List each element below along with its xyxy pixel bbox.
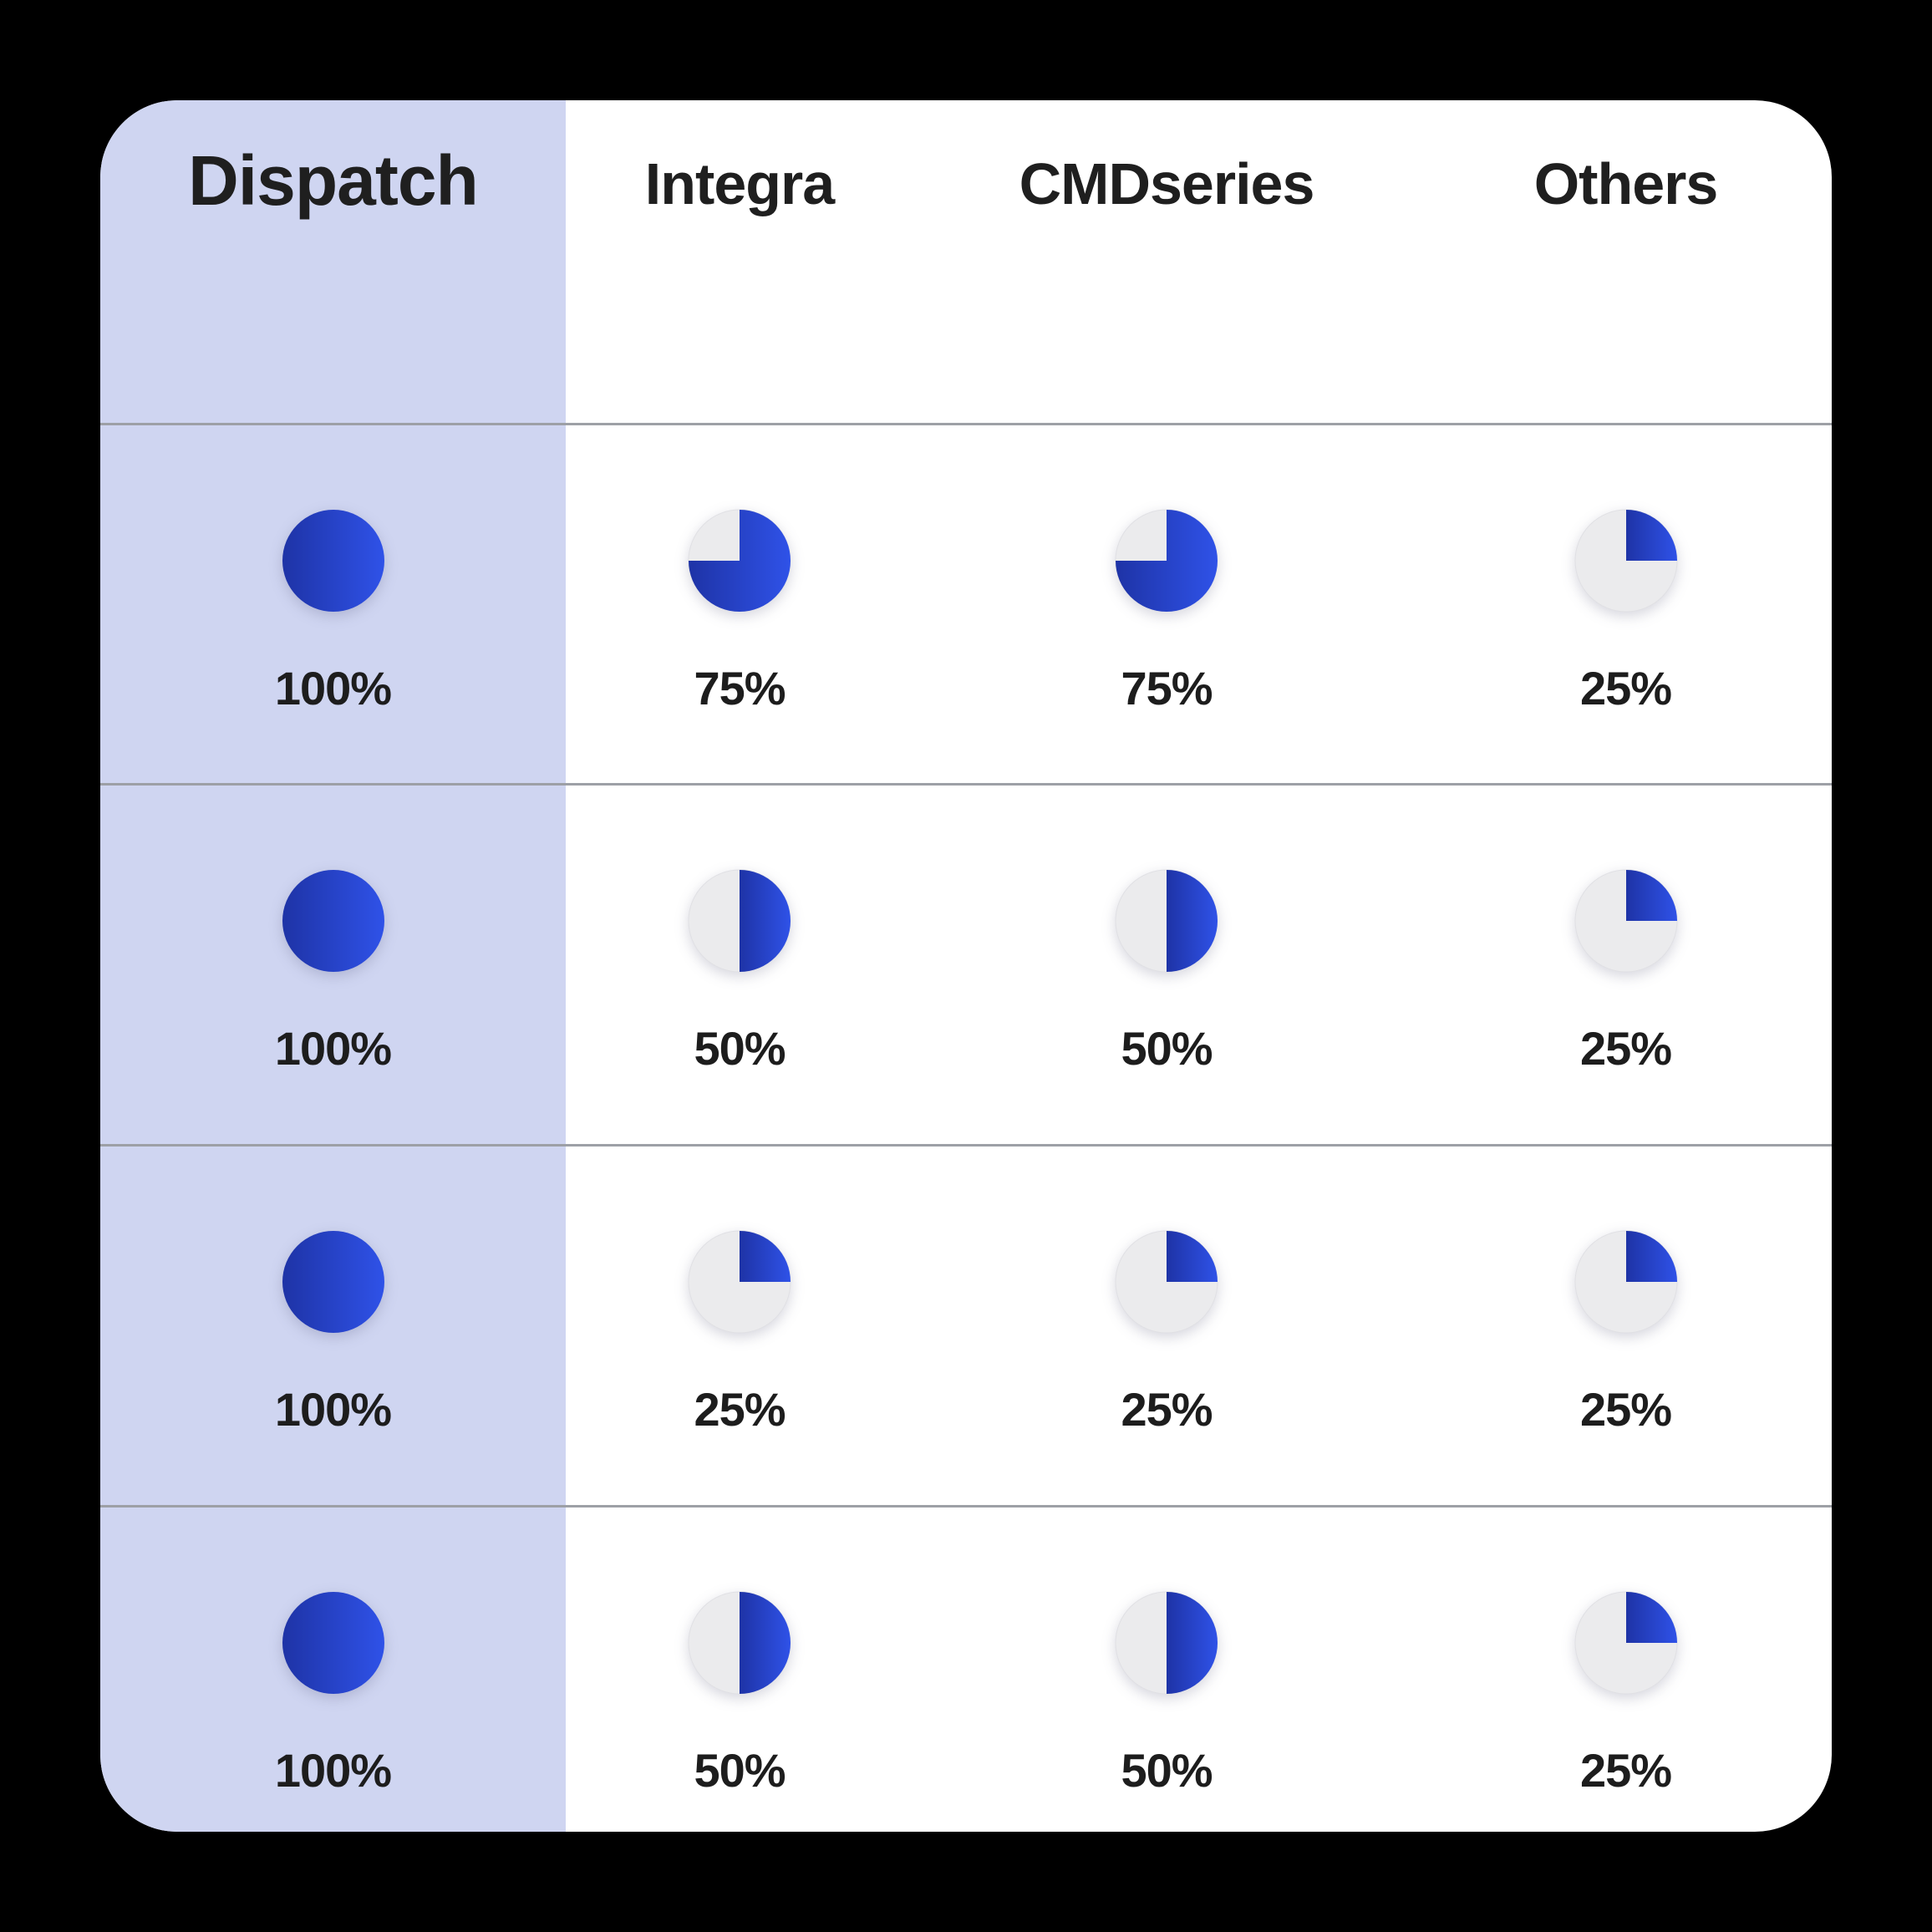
percent-label: 50% bbox=[1121, 1022, 1213, 1075]
pie-chart-25-icon bbox=[1574, 869, 1678, 973]
percent-label: 25% bbox=[694, 1383, 786, 1436]
pie-cell-dispatch-row2: 100% bbox=[100, 783, 566, 1144]
column-header-others: Others bbox=[1533, 151, 1719, 216]
pie-cell-others-row4: 25% bbox=[1420, 1505, 1832, 1832]
percent-label: 25% bbox=[1579, 1744, 1672, 1797]
column-header-cmdseries: CMDseries bbox=[1019, 151, 1315, 216]
pie-cell-integra-row2: 50% bbox=[566, 783, 913, 1144]
percent-label: 100% bbox=[274, 1022, 392, 1075]
pie-cell-dispatch-row3: 100% bbox=[100, 1144, 566, 1505]
pie-cell-others-row2: 25% bbox=[1420, 783, 1832, 1144]
percent-label: 75% bbox=[694, 662, 786, 714]
percent-label: 50% bbox=[694, 1744, 786, 1797]
pie-chart-100-icon bbox=[282, 509, 385, 613]
percent-label: 100% bbox=[274, 1383, 392, 1436]
pie-cell-cmdseries-row2: 50% bbox=[913, 783, 1420, 1144]
pie-cell-dispatch-row1: 100% bbox=[100, 423, 566, 783]
comparison-card: Dispatch Integra CMDseries Others 100% 75… bbox=[100, 100, 1832, 1832]
pie-chart-100-icon bbox=[282, 869, 385, 973]
pie-chart-25-icon bbox=[688, 1230, 791, 1334]
pie-chart-75-icon bbox=[1115, 509, 1218, 613]
pie-chart-25-icon bbox=[1574, 509, 1678, 613]
pie-chart-100-icon bbox=[282, 1230, 385, 1334]
pie-chart-25-icon bbox=[1115, 1230, 1218, 1334]
percent-label: 50% bbox=[694, 1022, 786, 1075]
pie-chart-50-icon bbox=[1115, 869, 1218, 973]
pie-cell-integra-row4: 50% bbox=[566, 1505, 913, 1832]
pie-cell-cmdseries-row3: 25% bbox=[913, 1144, 1420, 1505]
pie-chart-25-icon bbox=[1574, 1230, 1678, 1334]
pie-chart-25-icon bbox=[1574, 1591, 1678, 1695]
percent-label: 25% bbox=[1579, 662, 1672, 714]
pie-chart-75-icon bbox=[688, 509, 791, 613]
pie-cell-others-row1: 25% bbox=[1420, 423, 1832, 783]
pie-chart-50-icon bbox=[688, 869, 791, 973]
column-header-integra: Integra bbox=[644, 151, 835, 216]
comparison-grid: Dispatch Integra CMDseries Others 100% 75… bbox=[100, 100, 1832, 1832]
pie-cell-integra-row3: 25% bbox=[566, 1144, 913, 1505]
percent-label: 25% bbox=[1579, 1022, 1672, 1075]
percent-label: 50% bbox=[1121, 1744, 1213, 1797]
pie-chart-50-icon bbox=[1115, 1591, 1218, 1695]
percent-label: 100% bbox=[274, 1744, 392, 1797]
pie-cell-dispatch-row4: 100% bbox=[100, 1505, 566, 1832]
percent-label: 25% bbox=[1579, 1383, 1672, 1436]
pie-cell-integra-row1: 75% bbox=[566, 423, 913, 783]
pie-chart-100-icon bbox=[282, 1591, 385, 1695]
pie-cell-cmdseries-row1: 75% bbox=[913, 423, 1420, 783]
pie-cell-cmdseries-row4: 50% bbox=[913, 1505, 1420, 1832]
pie-cell-others-row3: 25% bbox=[1420, 1144, 1832, 1505]
percent-label: 100% bbox=[274, 662, 392, 714]
column-header-dispatch: Dispatch bbox=[100, 100, 566, 423]
percent-label: 75% bbox=[1121, 662, 1213, 714]
percent-label: 25% bbox=[1121, 1383, 1213, 1436]
pie-chart-50-icon bbox=[688, 1591, 791, 1695]
